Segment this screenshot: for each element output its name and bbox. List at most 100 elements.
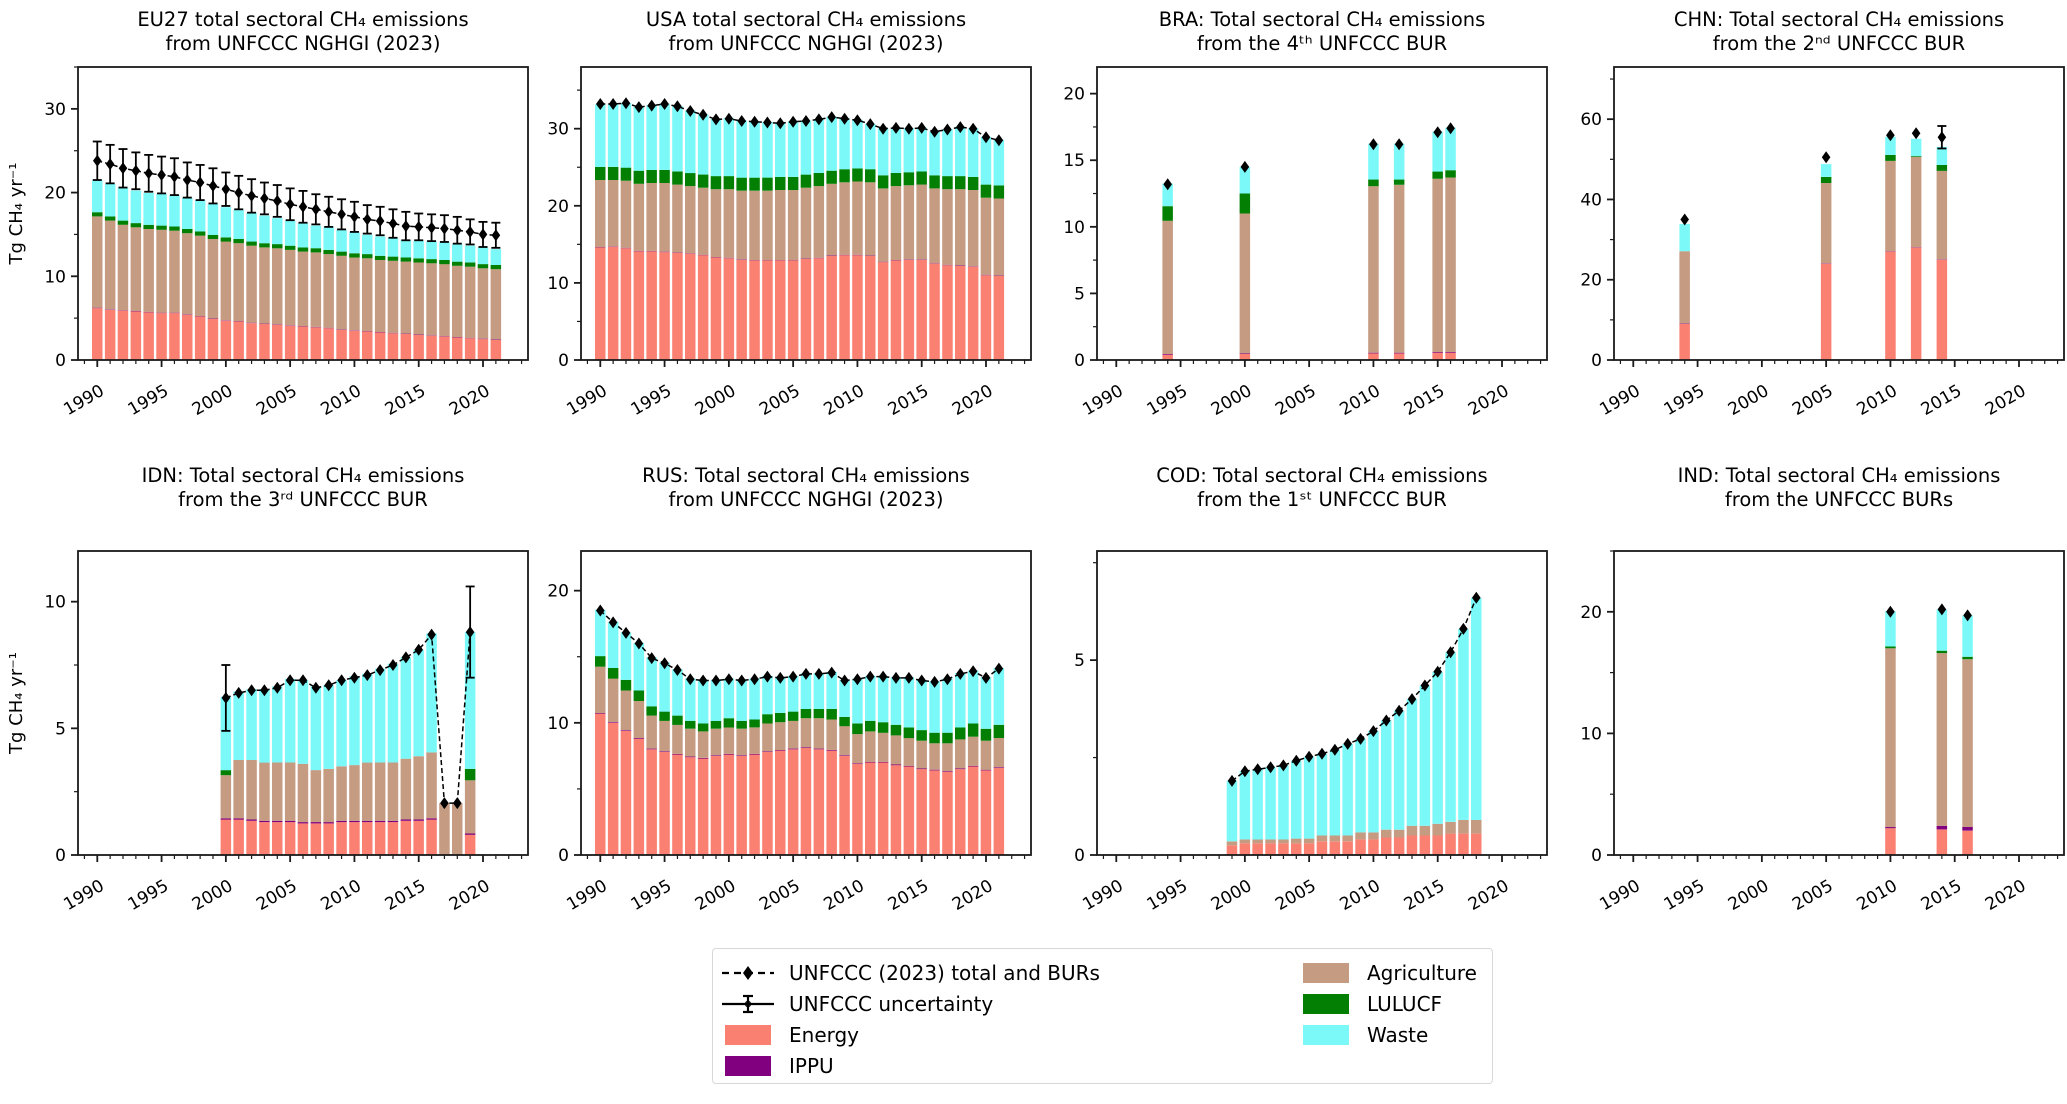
bar-segment-energy xyxy=(762,751,773,855)
bar-segment-agriculture xyxy=(349,257,360,331)
bar-segment-waste xyxy=(942,678,953,733)
bar-segment-waste xyxy=(697,679,709,724)
bar-segment-agriculture xyxy=(929,188,940,264)
x-tick-label: 2000 xyxy=(189,876,236,915)
total-marker xyxy=(763,116,772,129)
total-marker xyxy=(260,684,269,697)
bar-segment-waste xyxy=(1936,146,1948,165)
x-tick-label: 2020 xyxy=(1465,381,1512,420)
bar-segment-agriculture xyxy=(130,227,142,311)
bar-segment-waste xyxy=(272,218,283,245)
legend-label: UNFCCC uncertainty xyxy=(789,991,994,1016)
bar-segment-lulucf xyxy=(980,184,992,198)
bar-segment-waste xyxy=(1885,611,1896,647)
bar-segment-waste xyxy=(877,128,889,176)
bar-segment-lulucf xyxy=(800,708,812,719)
bar-segment-waste xyxy=(426,241,437,260)
x-tick-label: 2005 xyxy=(1272,876,1319,915)
bar-segment-energy xyxy=(1368,839,1379,855)
total-marker xyxy=(1382,714,1391,727)
bar-segment-energy xyxy=(595,713,606,855)
bar-segment-lulucf xyxy=(117,220,129,225)
bar-segment-lulucf xyxy=(672,171,683,185)
bar-segment-agriculture xyxy=(993,198,1005,276)
bar-segment-energy xyxy=(800,259,812,360)
bar-segment-lulucf xyxy=(710,176,722,190)
bar-segment-lulucf xyxy=(1910,156,1922,157)
bar-segment-lulucf xyxy=(929,175,940,189)
bar-segment-lulucf xyxy=(736,177,747,191)
bar-segment-lulucf xyxy=(826,708,837,720)
bar-segment-agriculture xyxy=(865,731,876,762)
bar-segment-ippu xyxy=(1239,353,1251,354)
bar-segment-energy xyxy=(685,757,696,855)
bar-segment-lulucf xyxy=(903,172,915,186)
bar-segment-waste xyxy=(852,678,863,724)
bar-segment-agriculture xyxy=(955,739,966,769)
total-marker xyxy=(350,671,359,684)
bar-segment-energy xyxy=(1239,843,1251,855)
x-tick-label: 1995 xyxy=(125,381,172,420)
bar-segment-energy xyxy=(607,246,619,360)
total-marker xyxy=(401,651,411,664)
bar-segment-waste xyxy=(595,609,606,657)
bar-segment-ippu xyxy=(736,755,747,756)
x-tick-label: 2020 xyxy=(949,381,996,420)
bar-segment-agriculture xyxy=(890,186,902,261)
bar-segment-agriculture xyxy=(1432,823,1443,836)
bar-segment-ippu xyxy=(297,822,309,824)
bar-segment-waste xyxy=(607,103,619,167)
total-marker xyxy=(673,664,682,676)
bar-segment-lulucf xyxy=(967,723,979,737)
total-marker xyxy=(311,203,321,216)
bar-segment-lulucf xyxy=(1393,179,1405,185)
bar-segment-agriculture xyxy=(1885,160,1896,252)
bar-segment-agriculture xyxy=(993,738,1005,768)
total-marker xyxy=(1292,754,1301,767)
bar-segment-agriculture xyxy=(92,216,103,308)
bar-segment-energy xyxy=(775,260,786,360)
bar-segment-waste xyxy=(736,120,747,178)
bar-segment-ippu xyxy=(993,767,1005,768)
total-marker xyxy=(260,192,269,205)
total-marker xyxy=(1163,178,1172,191)
total-marker xyxy=(363,669,372,682)
panel-bra: BRA: Total sectoral CH₄ emissions from th… xyxy=(1033,6,1550,506)
bar-segment-lulucf xyxy=(993,185,1005,199)
bar-segment-agriculture xyxy=(1368,186,1379,353)
bar-segment-energy xyxy=(646,251,657,360)
bar-segment-waste xyxy=(130,190,142,224)
total-marker xyxy=(324,205,333,218)
total-marker xyxy=(917,121,926,134)
bar-segment-agriculture xyxy=(1458,819,1469,834)
bar-segment-lulucf xyxy=(259,243,270,248)
bar-segment-energy xyxy=(272,324,283,360)
bar-segment-agriculture xyxy=(749,727,760,754)
x-tick-label: 1990 xyxy=(60,381,107,420)
bar-segment-energy xyxy=(1445,833,1456,855)
y-tick-label: 0 xyxy=(1591,846,1602,866)
bar-segment-agriculture xyxy=(762,190,773,261)
bar-segment-ippu xyxy=(1368,352,1379,354)
bar-segment-agriculture xyxy=(233,760,244,819)
bar-segment-waste xyxy=(877,675,889,723)
bar-segment-energy xyxy=(672,754,683,855)
bar-segment-energy xyxy=(246,820,257,855)
bar-segment-waste xyxy=(826,116,837,171)
bar-segment-lulucf xyxy=(1432,171,1443,179)
bar-segment-energy xyxy=(813,749,825,855)
total-marker xyxy=(427,221,436,234)
bar-segment-waste xyxy=(374,236,386,256)
total-marker xyxy=(221,183,231,196)
bar-segment-waste xyxy=(762,675,773,715)
total-marker xyxy=(724,673,734,686)
bar-segment-waste xyxy=(903,677,915,728)
legend-column-left: UNFCCC (2023) total and BURs UNFCCC unce… xyxy=(719,957,1297,1083)
bar-segment-waste xyxy=(117,188,129,221)
bar-segment-agriculture xyxy=(246,245,257,323)
bar-segment-waste xyxy=(800,120,812,175)
total-marker xyxy=(596,98,605,110)
total-marker xyxy=(1937,131,1947,144)
bar-segment-agriculture xyxy=(646,715,657,749)
bar-segment-agriculture xyxy=(1239,213,1251,354)
